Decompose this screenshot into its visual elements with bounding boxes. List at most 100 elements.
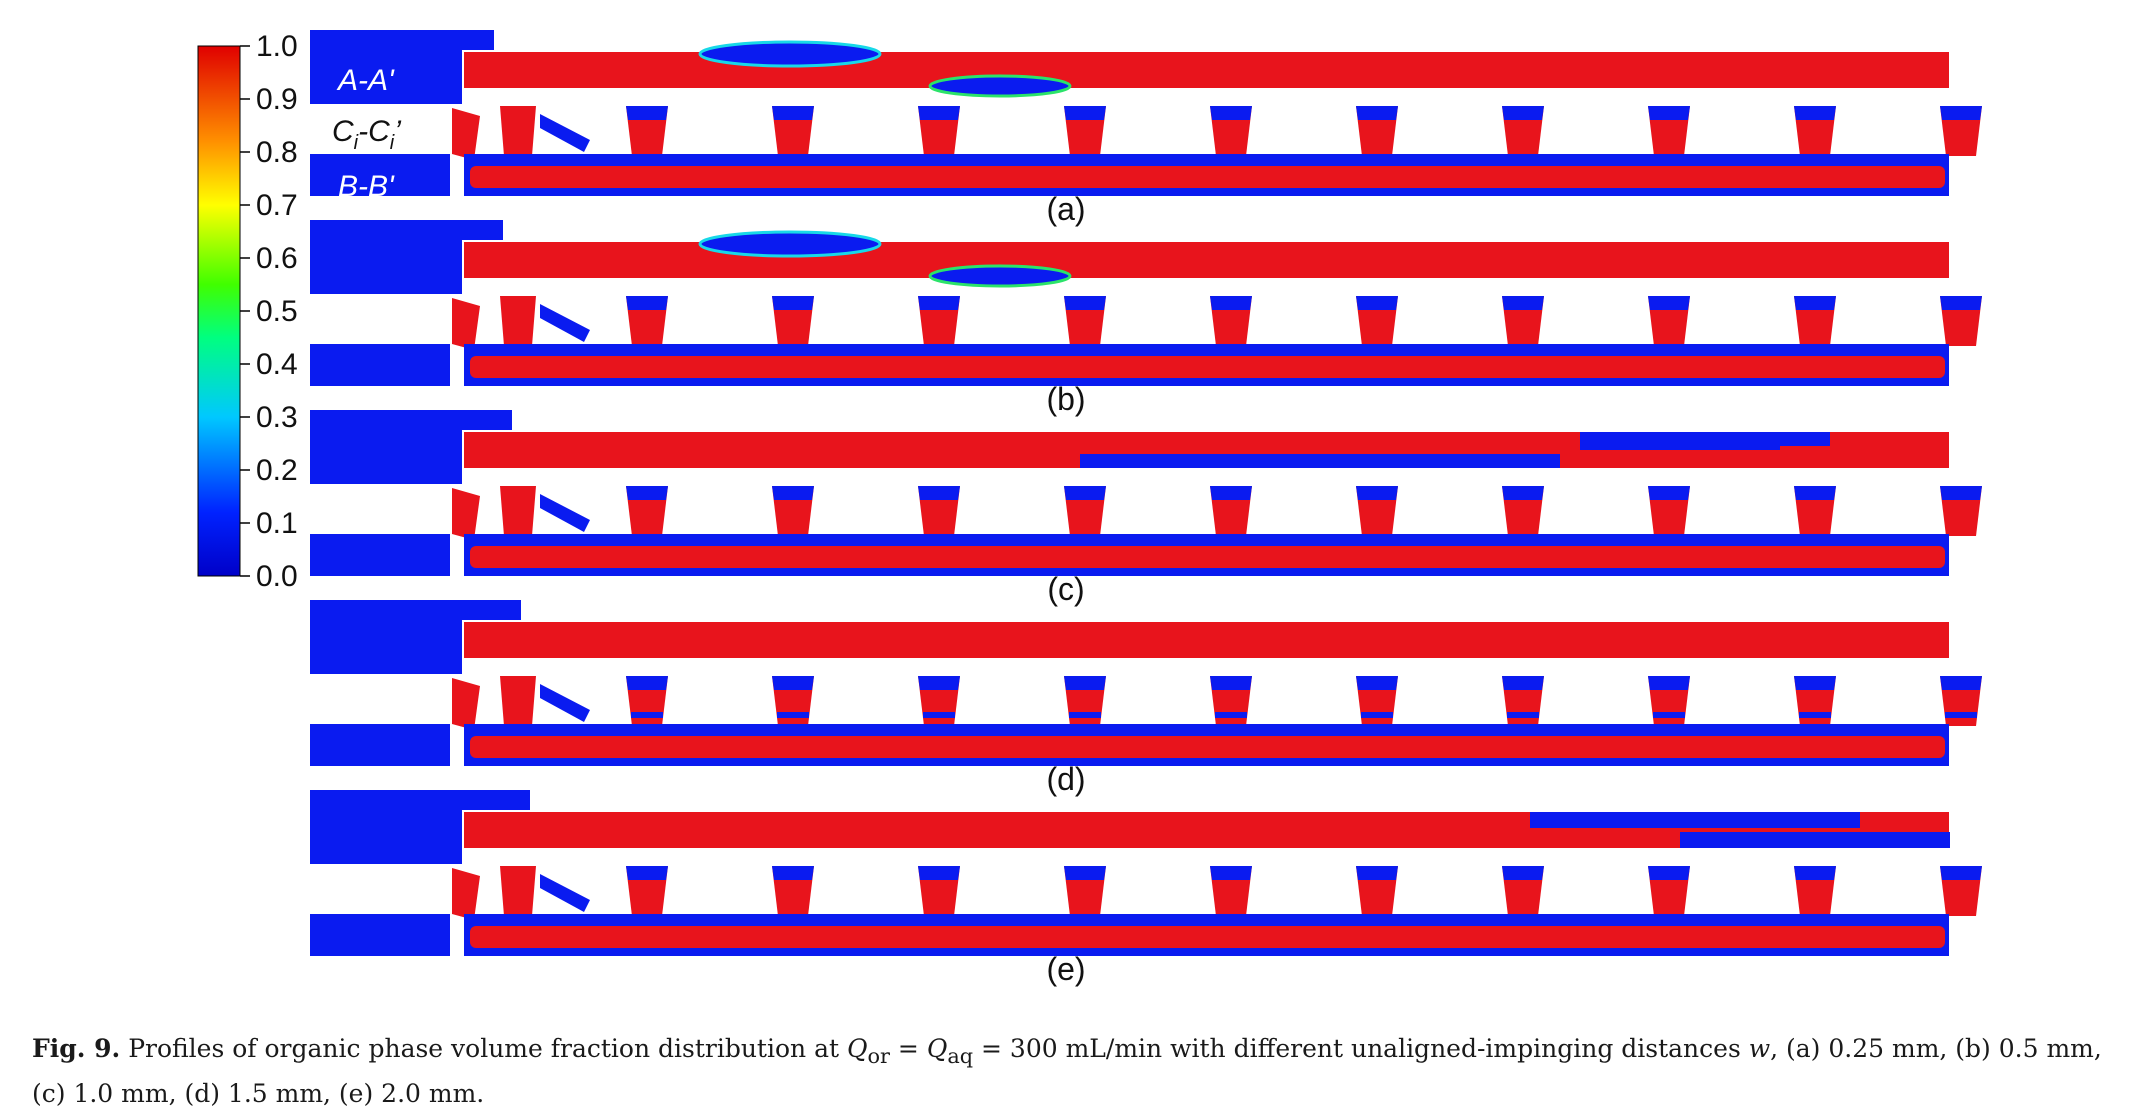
cross-section-blue [1210, 106, 1252, 120]
cross-section [1356, 106, 1398, 156]
cross-section [1940, 676, 1982, 726]
cross-section [1210, 866, 1252, 916]
aq-layer [1680, 832, 1950, 848]
cross-section [1648, 106, 1690, 156]
cross-section-blue [1361, 712, 1393, 718]
aq-layer [1080, 454, 1560, 468]
caption-w: w [1748, 1034, 1771, 1063]
channel-aa [464, 52, 1949, 88]
cross-section-blue [1794, 296, 1836, 310]
colorbar-tick-label: 0.9 [256, 83, 298, 116]
cross-section [1502, 296, 1544, 346]
cross-section-blue [626, 866, 668, 880]
cross-section-blue [1210, 486, 1252, 500]
cross-section [1502, 106, 1544, 156]
caption-q-aq-sub: aq [947, 1044, 974, 1068]
cross-section-blue [1210, 676, 1252, 690]
cross-section [918, 866, 960, 916]
cross-section-blue [1069, 712, 1101, 718]
cross-section-blue [1648, 296, 1690, 310]
panel-d: (d) [310, 600, 1982, 797]
cross-section-blue [1502, 676, 1544, 690]
cross-section [1356, 676, 1398, 726]
cross-section [1502, 866, 1544, 916]
caption-q-aq: Q [926, 1034, 948, 1063]
connector-elbow [450, 600, 521, 674]
cross-section-blue [626, 676, 668, 690]
cross-section [626, 676, 668, 726]
cross-section-blue [1940, 676, 1982, 690]
inlet-block-top [310, 220, 450, 294]
cross-section [1210, 296, 1252, 346]
cross-section [772, 676, 814, 726]
cross-section-inlet [452, 298, 480, 350]
cross-section-blue [631, 712, 663, 718]
cross-section-blue [777, 712, 809, 718]
panel-label: (c) [1047, 571, 1084, 607]
cross-section-inlet [500, 866, 536, 916]
cross-section [1502, 676, 1544, 726]
cross-section [1794, 676, 1836, 726]
caption-text-2: = 300 mL/min with different unaligned-im… [973, 1034, 1749, 1063]
cross-section [772, 866, 814, 916]
cross-section-blue [1940, 106, 1982, 120]
colorbar-tick-label: 0.2 [256, 454, 298, 487]
colorbar-tick-label: 0.6 [256, 242, 298, 275]
inlet-block-top [310, 600, 450, 674]
cross-section-inlet [500, 486, 536, 536]
slug [928, 74, 1072, 98]
cross-section-inlet [540, 304, 590, 342]
cross-section-blue [1940, 866, 1982, 880]
connector-elbow [450, 790, 530, 864]
cross-section [1794, 106, 1836, 156]
channel-bb-core [470, 356, 1945, 378]
cross-section [1940, 106, 1982, 156]
aq-slug [1720, 432, 1830, 446]
colorbar-tick-label: 0.0 [256, 560, 298, 593]
cross-section [772, 106, 814, 156]
panel-label: (a) [1046, 191, 1085, 227]
cross-section [1648, 676, 1690, 726]
cross-section-blue [1648, 866, 1690, 880]
panel-label: (e) [1046, 951, 1085, 987]
cross-section [1648, 866, 1690, 916]
cross-section [918, 296, 960, 346]
aq-layer [1530, 812, 1860, 828]
inlet-block-bottom [310, 344, 450, 386]
cross-section-blue [1356, 866, 1398, 880]
cross-section [626, 106, 668, 156]
cross-section-blue [1356, 676, 1398, 690]
cross-section-blue [918, 296, 960, 310]
cross-section [1356, 866, 1398, 916]
cross-section [1210, 486, 1252, 536]
cross-section [1064, 106, 1106, 156]
panel-c: (c) [310, 410, 1982, 607]
inlet-block-bottom [310, 724, 450, 766]
cross-section-blue [1794, 486, 1836, 500]
panel-label: (b) [1046, 381, 1085, 417]
cross-section [1940, 486, 1982, 536]
colorbar-tick-label: 0.5 [256, 295, 298, 328]
section-label-bb: B-B' [338, 170, 395, 203]
caption-eq: = [889, 1034, 927, 1063]
panel-e: (e) [310, 790, 1982, 987]
inlet-block-top [310, 410, 450, 484]
connector-elbow [450, 410, 512, 484]
cross-section-blue [918, 486, 960, 500]
caption-text-3: , (a) 0.25 mm, (b) 0.5 mm, (c) 1.0 mm, (… [32, 1034, 2102, 1108]
channel-aa [464, 622, 1949, 658]
caption-fig-label: Fig. 9. [32, 1034, 121, 1063]
cross-section-blue [1356, 486, 1398, 500]
cross-section-blue [1064, 676, 1106, 690]
cross-section-blue [1502, 866, 1544, 880]
cross-section-blue [918, 676, 960, 690]
connector-elbow [450, 30, 494, 104]
cross-section-blue [1210, 866, 1252, 880]
section-label-aa: A-A' [336, 64, 395, 97]
cross-section [1064, 866, 1106, 916]
colorbar-tick-label: 0.3 [256, 401, 298, 434]
cross-section-blue [1502, 486, 1544, 500]
cross-section-inlet [452, 488, 480, 540]
inlet-block-top [310, 790, 450, 864]
cross-section-blue [1794, 866, 1836, 880]
